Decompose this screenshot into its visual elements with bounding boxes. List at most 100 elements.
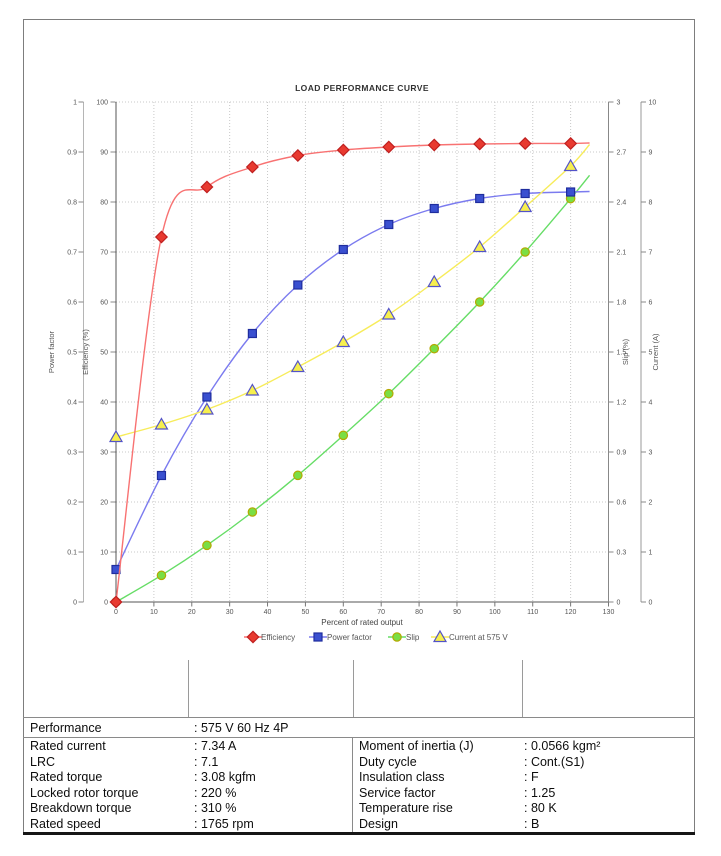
table-column-divider-stub [188, 660, 189, 718]
table-row: Breakdown torque : 310 % [30, 801, 360, 817]
svg-text:5: 5 [649, 350, 653, 357]
svg-text:130: 130 [603, 609, 615, 616]
svg-text:8: 8 [649, 200, 653, 207]
axis-efficiency----: 0 10 20 30 40 50 60 70 80 90 100 Efficiency (%) [81, 100, 116, 607]
svg-text:0.9: 0.9 [67, 150, 77, 157]
row-label: Moment of inertia (J) [359, 739, 474, 753]
performance-label: Performance [30, 721, 102, 735]
svg-text:Current at 575 V: Current at 575 V [449, 633, 508, 642]
row-value: : 7.34 A [194, 739, 237, 753]
svg-text:4: 4 [649, 400, 653, 407]
load-performance-chart: LOAD PERFORMANCE CURVE 0 10 20 30 40 50 60 70 80 9… [47, 83, 660, 644]
svg-text:80: 80 [100, 200, 108, 207]
table-row: Locked rotor torque : 220 % [30, 786, 360, 802]
svg-text:1: 1 [649, 550, 653, 557]
svg-text:2.1: 2.1 [617, 250, 627, 257]
table-row: Rated speed: 1765 rpm [30, 817, 360, 833]
svg-text:70: 70 [100, 250, 108, 257]
table-row: Moment of inertia (J) : 0.0566 kgm² [359, 739, 689, 755]
svg-text:7: 7 [649, 250, 653, 257]
row-label: Service factor [359, 785, 436, 800]
svg-text:Slip (%): Slip (%) [621, 338, 630, 365]
svg-text:90: 90 [100, 150, 108, 157]
svg-text:0.6: 0.6 [67, 300, 77, 307]
axis-power-factor: 0 0.1 0.2 0.3 0.4 0.5 0.6 0.7 0.8 0.9 1 Power facto… [47, 100, 84, 607]
grid [116, 101, 609, 602]
row-value: : 3.08 kgfm [194, 770, 256, 785]
table-right-column: Moment of inertia (J) : 0.0566 kgm² Duty c… [359, 739, 689, 833]
svg-text:0: 0 [114, 609, 118, 616]
row-value: : 0.0566 kgm² [524, 739, 601, 753]
chart-legend: Efficiency Power factor Slip Current at 575… [244, 629, 508, 644]
series-slip [111, 174, 591, 607]
svg-text:80: 80 [415, 609, 423, 616]
svg-text:2: 2 [649, 500, 653, 507]
table-left-column: Rated current : 7.34 A LRC: 7.1 Rated torqu… [30, 739, 360, 833]
svg-text:Efficiency (%): Efficiency (%) [81, 329, 90, 375]
svg-text:0: 0 [617, 600, 621, 607]
svg-text:0.5: 0.5 [67, 350, 77, 357]
x-axis: 0 10 20 30 40 50 60 70 80 90 100 110 120 130 Percent o… [114, 602, 614, 627]
svg-text:100: 100 [489, 609, 501, 616]
table-row: Rated torque : 3.08 kgfm [30, 770, 360, 786]
svg-text:Power factor: Power factor [327, 633, 372, 642]
svg-text:50: 50 [100, 350, 108, 357]
svg-text:1.8: 1.8 [617, 300, 627, 307]
series-current-at-575-v [108, 144, 591, 443]
row-value: : F [524, 770, 539, 785]
row-value: : 310 % [194, 801, 237, 816]
svg-text:40: 40 [264, 609, 272, 616]
svg-text:110: 110 [527, 609, 538, 616]
svg-text:90: 90 [453, 609, 461, 616]
table-bottom-line [23, 832, 695, 835]
svg-text:10: 10 [100, 550, 108, 557]
svg-text:0.7: 0.7 [67, 250, 77, 257]
table-center-divider [352, 738, 353, 832]
svg-text:0: 0 [104, 600, 108, 607]
svg-text:20: 20 [100, 500, 108, 507]
row-label: Locked rotor torque [30, 785, 139, 800]
svg-text:6: 6 [649, 300, 653, 307]
svg-text:Current (A): Current (A) [651, 333, 660, 371]
svg-text:30: 30 [226, 609, 234, 616]
row-label: Rated speed [30, 816, 101, 831]
svg-text:0.9: 0.9 [617, 450, 627, 457]
row-label: LRC [30, 754, 56, 769]
table-row: Service factor: 1.25 [359, 786, 689, 802]
table-top-line [23, 717, 695, 718]
axis-current--a-: 0 1 2 3 4 5 6 7 8 9 10 Current (A) [641, 100, 660, 607]
chart-title: LOAD PERFORMANCE CURVE [295, 83, 429, 93]
row-label: Rated torque [30, 770, 103, 785]
svg-text:Slip: Slip [406, 633, 420, 642]
x-axis-title: Percent of rated output [321, 618, 403, 627]
svg-text:2.4: 2.4 [617, 200, 627, 207]
svg-text:0.6: 0.6 [617, 500, 627, 507]
row-label: Breakdown torque [30, 801, 132, 816]
table-row: Design : B [359, 817, 689, 833]
row-value: : 80 K [524, 801, 557, 816]
svg-text:Efficiency: Efficiency [261, 633, 295, 642]
row-value: : B [524, 816, 540, 831]
svg-text:0.1: 0.1 [67, 550, 77, 557]
svg-text:0.2: 0.2 [67, 500, 77, 507]
row-value: : 220 % [194, 785, 237, 800]
svg-text:3: 3 [617, 100, 621, 107]
table-row: LRC: 7.1 [30, 755, 360, 771]
row-label: Insulation class [359, 770, 445, 785]
performance-value: : 575 V 60 Hz 4P [194, 721, 289, 735]
svg-text:9: 9 [649, 150, 653, 157]
svg-text:30: 30 [100, 450, 108, 457]
svg-text:10: 10 [649, 100, 657, 107]
svg-text:1.5: 1.5 [617, 350, 627, 357]
table-row: Rated current : 7.34 A [30, 739, 360, 755]
axis-slip----: 0 0.3 0.6 0.9 1.2 1.5 1.8 2.1 2.4 2.7 3 Slip (%) [608, 100, 630, 607]
row-value: : Cont.(S1) [524, 754, 585, 769]
svg-text:3: 3 [649, 450, 653, 457]
row-label: Temperature rise [359, 801, 453, 816]
row-label: Design [359, 816, 398, 831]
svg-text:20: 20 [188, 609, 196, 616]
row-label: Rated current [30, 739, 106, 753]
row-label: Duty cycle [359, 754, 417, 769]
svg-text:Power factor: Power factor [47, 330, 56, 373]
